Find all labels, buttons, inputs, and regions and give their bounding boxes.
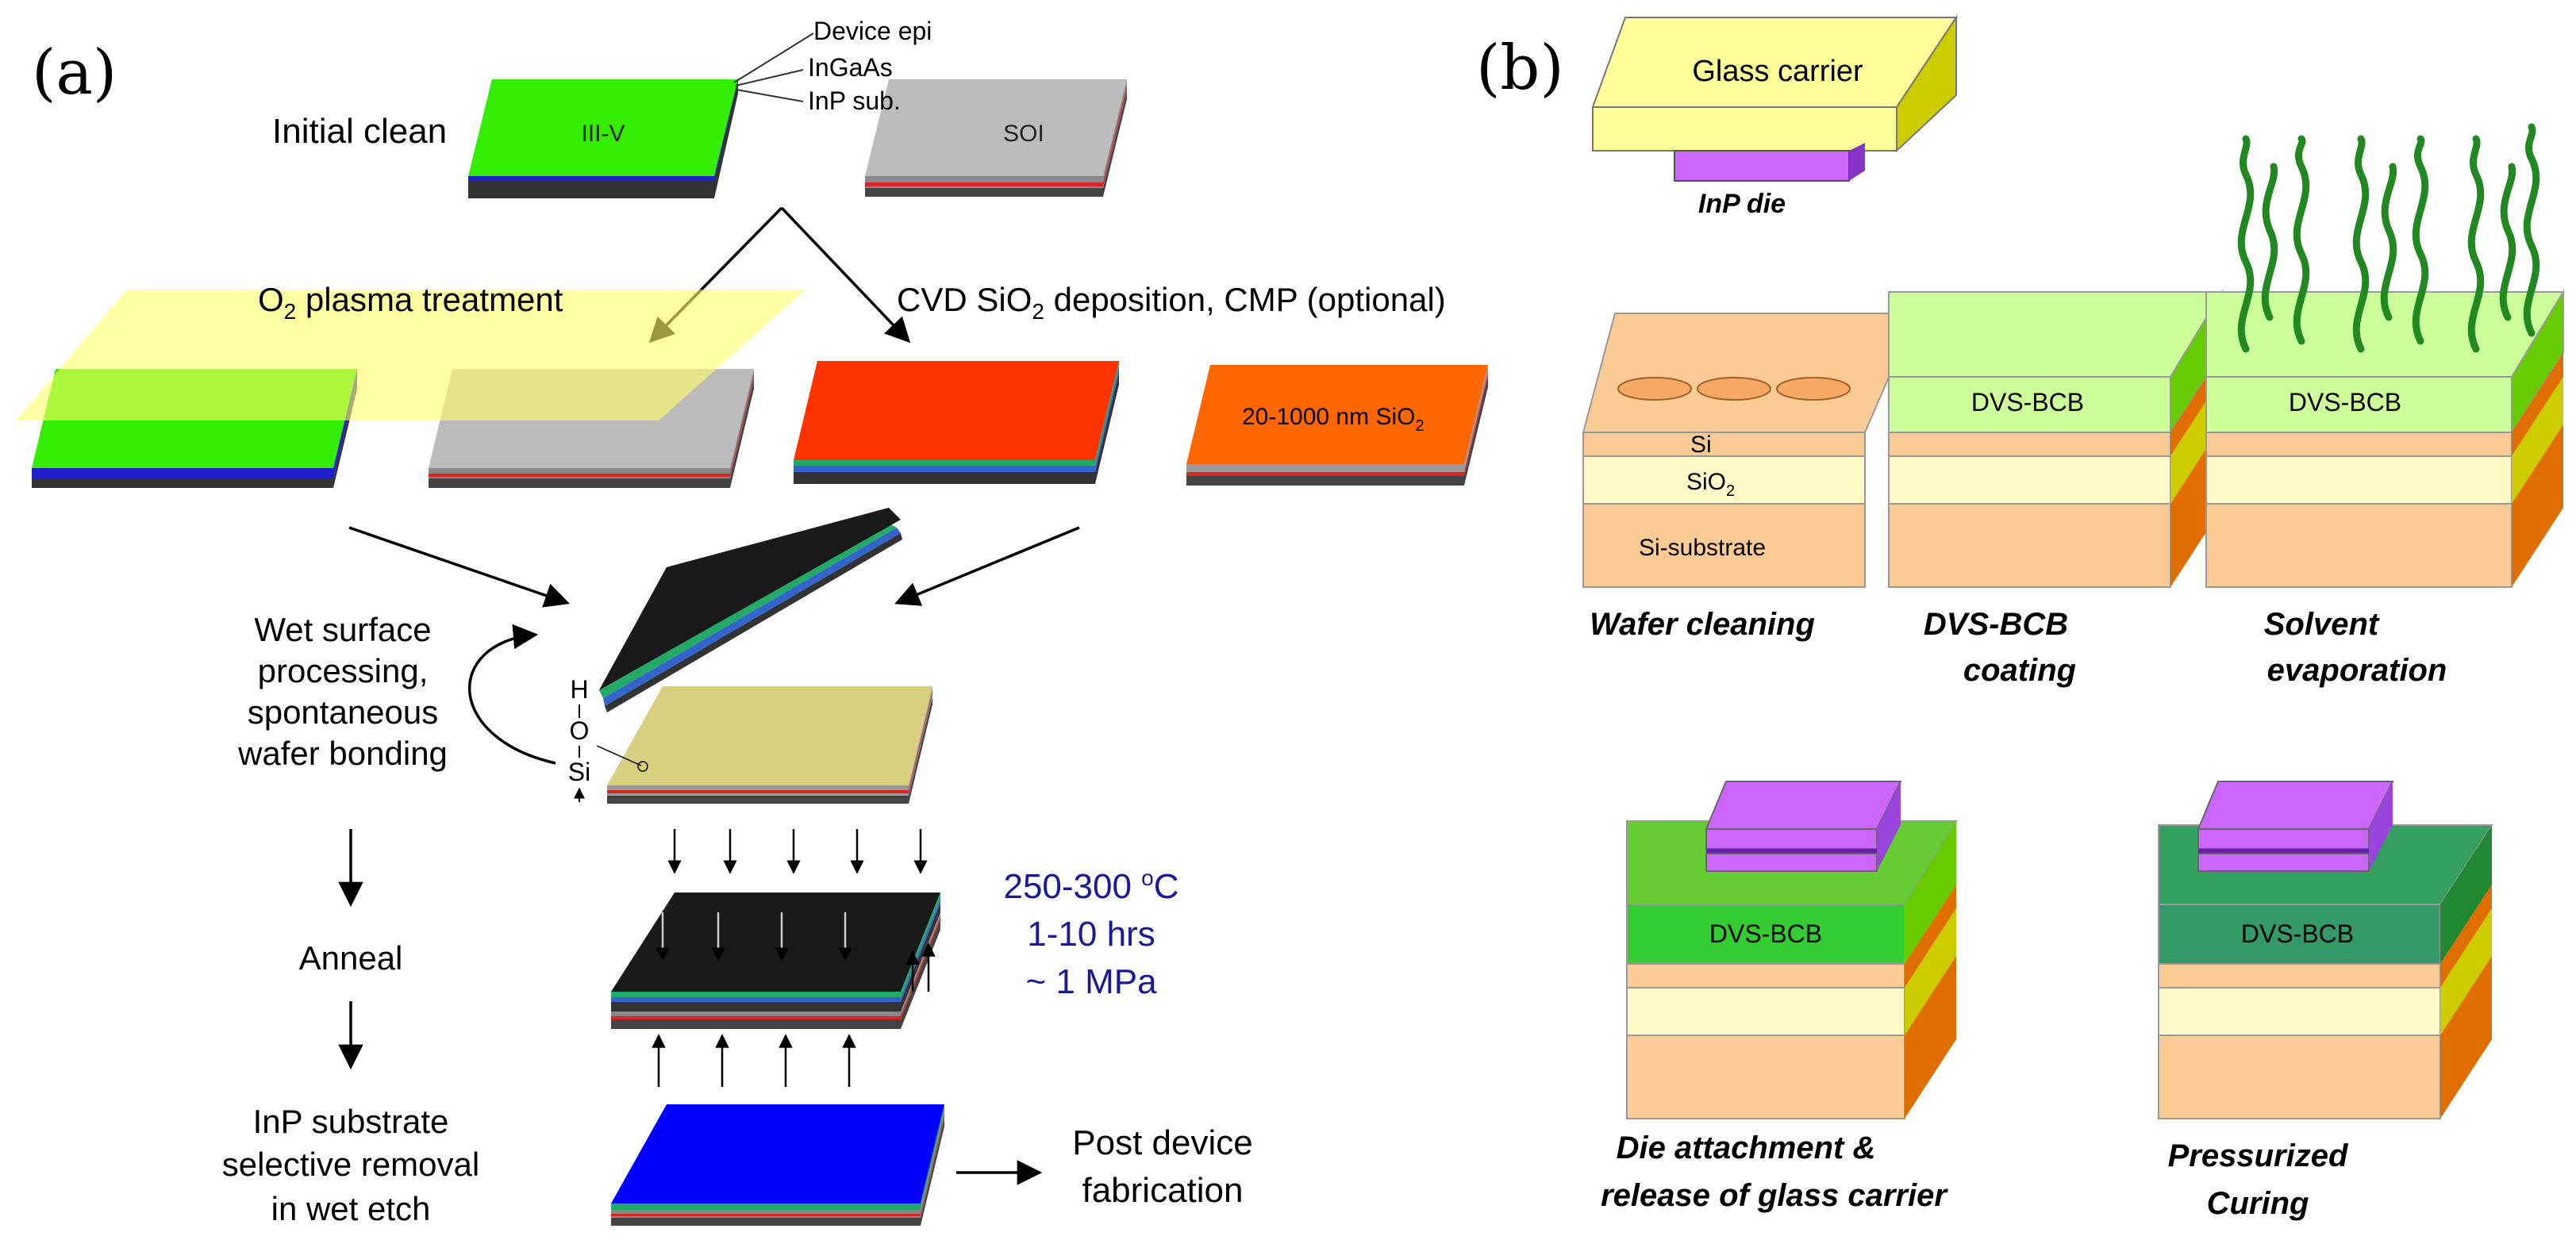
solvent-bcb-label: DVS-BCB (2289, 388, 2401, 417)
captions-row-2: Die attachment & release of glass carrie… (1601, 1131, 2349, 1221)
final-wafer (611, 1104, 944, 1226)
wet-surface-text: Wet surface processing, spontaneous wafe… (237, 611, 448, 772)
caption-coating-1: DVS-BCB (1924, 607, 2068, 642)
soi-label: SOI (1003, 121, 1044, 147)
die-attach-die (1705, 781, 1902, 872)
wet-surface-line-1: Wet surface (254, 611, 431, 648)
arrow-to-cvd (780, 206, 911, 344)
si-label: Si (1690, 432, 1712, 458)
sio2-thickness-label: 20-1000 nm SiO2 (1242, 404, 1424, 435)
panel-b: (b) Glass carrier InP die Si SiO2 Si-sub… (1476, 14, 2565, 1221)
anneal-label: Anneal (299, 939, 403, 977)
sio2-red-wafer (794, 361, 1119, 484)
molecule-si: Si (568, 758, 590, 786)
anneal-pressure: ~ 1 MPa (1025, 962, 1157, 1001)
molecule-o: O (570, 716, 590, 745)
caption-solvent-2: evaporation (2267, 653, 2447, 688)
curing-bcb-label: DVS-BCB (2241, 919, 2354, 948)
caption-solvent-1: Solvent (2264, 607, 2380, 642)
inp-removal-line-1: InP substrate (253, 1103, 449, 1140)
iii-v-wafer: III-V (468, 77, 738, 198)
molecule: H O Si (568, 675, 648, 802)
plasma-sheet (16, 290, 805, 420)
arrow-left-converge (348, 526, 570, 608)
iii-v-label: III-V (581, 121, 625, 147)
curing-block: DVS-BCB (2158, 781, 2493, 1119)
anneal-time: 1-10 hrs (1027, 915, 1155, 954)
inp-removal-line-3: in wet etch (271, 1190, 431, 1227)
anneal-conditions: 250-300 oC 1-10 hrs ~ 1 MPa (1003, 866, 1178, 1001)
inp-die-label: InP die (1698, 189, 1786, 219)
inp-sub-label: InP sub. (808, 86, 901, 115)
wet-surface-line-4: wafer bonding (237, 735, 448, 772)
coating-block: DVS-BCB (1888, 289, 2224, 588)
wafer-cleaning-block: Si SiO2 Si-substrate (1582, 313, 1918, 588)
die-attach-block: DVS-BCB (1626, 781, 1958, 1119)
coating-bcb-label: DVS-BCB (1971, 388, 2084, 417)
curved-arrow (468, 624, 556, 765)
caption-coating-2: coating (1963, 653, 2076, 688)
inp-removal-text: InP substrate selective removal in wet e… (222, 1103, 479, 1227)
molecule-h: H (570, 675, 588, 704)
curing-die (2197, 781, 2394, 872)
post-device-line-2: fabrication (1082, 1171, 1243, 1210)
layer-callouts: Device epi InGaAs InP sub. (733, 17, 932, 115)
tilted-top-wafer (599, 508, 902, 712)
cvd-label: CVD SiO2 deposition, CMP (optional) (897, 281, 1446, 324)
soi-wafer: SOI (865, 79, 1127, 197)
ingaas-label: InGaAs (808, 53, 893, 82)
caption-pressurized-1: Pressurized (2168, 1138, 2349, 1173)
sio2-orange-wafer: 20-1000 nm SiO2 (1186, 365, 1488, 486)
anneal-stack (611, 893, 940, 1029)
o2-plasma-label: O2 plasma treatment (258, 281, 563, 324)
die-attach-bcb-label: DVS-BCB (1709, 919, 1822, 948)
solvent-block: DVS-BCB (2205, 123, 2565, 588)
inp-removal-line-2: selective removal (222, 1146, 479, 1183)
post-device-line-1: Post device (1072, 1123, 1252, 1162)
panel-a-label: (a) (32, 37, 117, 109)
wet-surface-line-3: spontaneous (248, 693, 439, 731)
si-substrate-label: Si-substrate (1639, 535, 1766, 561)
bottom-bonding-wafer (607, 686, 932, 804)
sio2-label: SiO2 (1686, 469, 1735, 500)
glass-carrier: Glass carrier InP die (1591, 14, 1958, 219)
panel-a: (a) Initial clean III-V SOI Device epi (16, 17, 1488, 1227)
glass-carrier-label: Glass carrier (1692, 55, 1863, 88)
anneal-temp: 250-300 oC (1003, 866, 1178, 906)
panel-b-label: (b) (1476, 33, 1564, 104)
caption-pressurized-2: Curing (2207, 1186, 2309, 1221)
captions-row-1: Wafer cleaning DVS-BCB coating Solvent e… (1590, 607, 2447, 688)
post-device-text: Post device fabrication (1072, 1123, 1252, 1210)
caption-die-attach-1: Die attachment & (1617, 1131, 1876, 1165)
wet-surface-line-2: processing, (258, 652, 429, 689)
pressure-arrows (652, 829, 936, 1087)
vapor-wisps (2237, 123, 2540, 353)
caption-die-attach-2: release of glass carrier (1601, 1178, 1948, 1213)
device-epi-label: Device epi (813, 17, 932, 45)
caption-wafer-cleaning: Wafer cleaning (1590, 607, 1815, 642)
arrow-right-converge (894, 526, 1080, 606)
initial-clean-label: Initial clean (272, 112, 447, 151)
